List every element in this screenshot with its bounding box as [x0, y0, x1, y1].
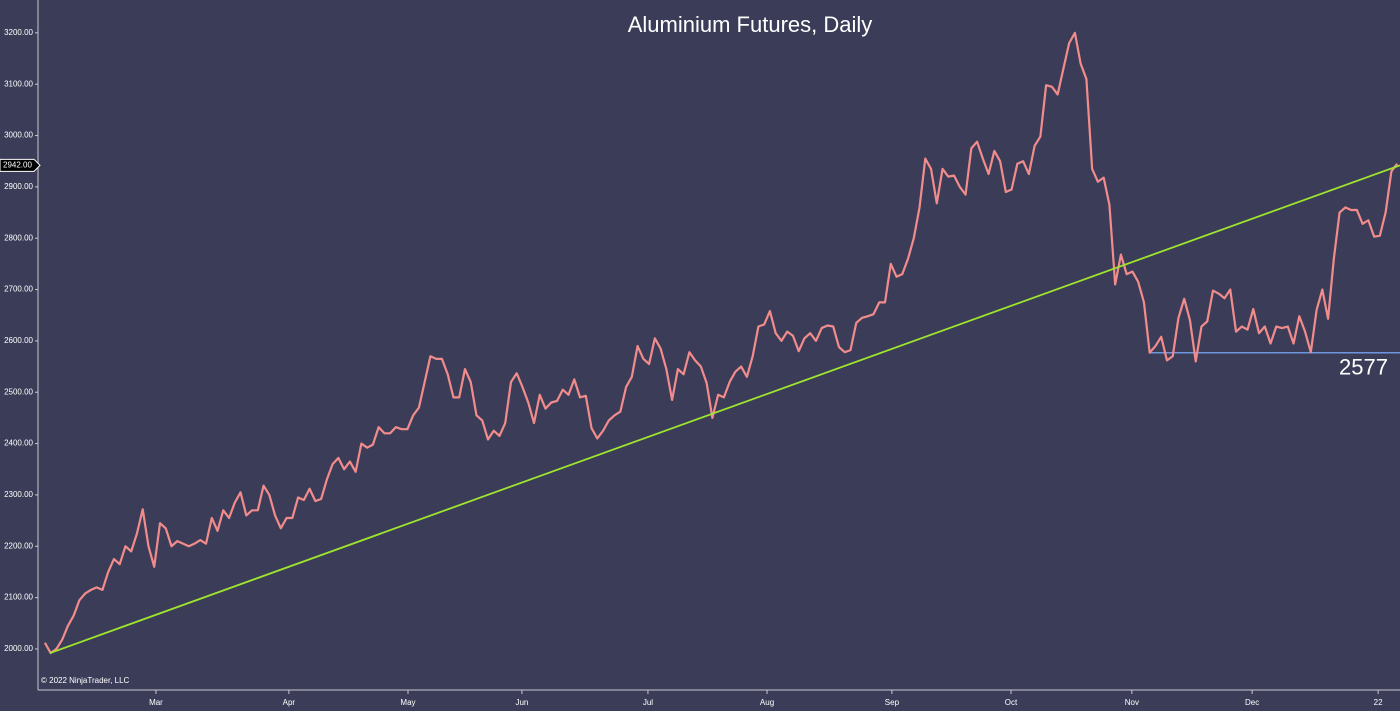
y-tick-label: 2200.00: [4, 541, 33, 550]
x-tick-label: Nov: [1125, 698, 1139, 707]
x-tick-label: 22: [1374, 698, 1383, 707]
y-tick-label: 2300.00: [4, 490, 33, 499]
x-tick-label: Jul: [643, 698, 653, 707]
y-tick-label: 2400.00: [4, 439, 33, 448]
price-marker: [0, 158, 41, 172]
y-tick-label: 2500.00: [4, 387, 33, 396]
y-tick-label: 3000.00: [4, 131, 33, 140]
y-tick-label: 3100.00: [4, 79, 33, 88]
x-tick-label: May: [400, 698, 415, 707]
x-tick-label: Dec: [1245, 698, 1259, 707]
x-tick-label: Apr: [283, 698, 296, 707]
x-tick-label: Aug: [760, 698, 774, 707]
chart-title: Aluminium Futures, Daily: [628, 12, 873, 37]
x-tick-label: Oct: [1005, 698, 1018, 707]
y-tick-label: 2700.00: [4, 285, 33, 294]
price-line: [43, 31, 1399, 655]
x-tick-label: Mar: [149, 698, 163, 707]
y-tick-label: 3200.00: [4, 28, 33, 37]
trend-line: [49, 164, 1400, 654]
x-tick-label: Jun: [515, 698, 528, 707]
x-tick-label: Sep: [885, 698, 900, 707]
price-marker-label: 2942.00: [3, 160, 32, 169]
y-tick-label: 2100.00: [4, 593, 33, 602]
y-tick-label: 2600.00: [4, 336, 33, 345]
y-tick-label: 2000.00: [4, 644, 33, 653]
y-tick-label: 2900.00: [4, 182, 33, 191]
copyright: © 2022 NinjaTrader, LLC: [41, 676, 130, 685]
support-label: 2577: [1339, 355, 1388, 380]
y-tick-label: 2800.00: [4, 233, 33, 242]
